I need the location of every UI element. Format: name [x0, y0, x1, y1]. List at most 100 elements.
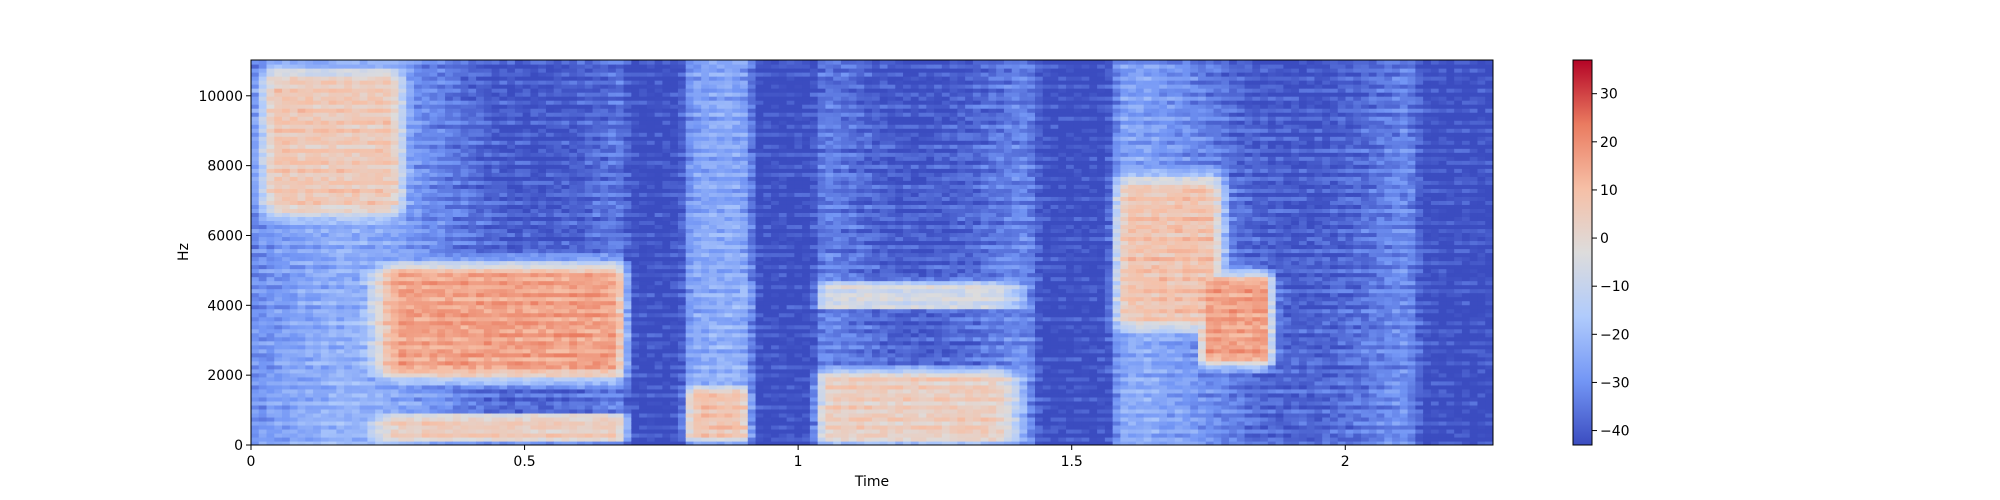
spectrogram-cell [289, 328, 299, 334]
spectrogram-cell [553, 388, 563, 394]
spectrogram-cell [483, 300, 493, 306]
spectrogram-cell [421, 392, 431, 398]
spectrogram-cell [530, 116, 539, 121]
spectrogram-cell [398, 232, 407, 238]
spectrogram-cell [538, 392, 547, 398]
spectrogram-cell [359, 268, 369, 274]
spectrogram-cell [398, 88, 407, 93]
spectrogram-cell [328, 384, 337, 390]
spectrogram-cell [390, 312, 400, 318]
spectrogram-cell [569, 64, 578, 69]
spectrogram-cell [375, 420, 384, 426]
spectrogram-cell [367, 304, 376, 310]
spectrogram-cell [639, 196, 648, 201]
spectrogram-cell [615, 244, 625, 250]
spectrogram-cell [592, 380, 601, 386]
spectrogram-cell [344, 192, 353, 197]
spectrogram-cell [499, 312, 508, 318]
spectrogram-cell [553, 320, 563, 326]
spectrogram-cell [452, 284, 462, 290]
spectrogram-cell [561, 344, 570, 350]
spectrogram-cell [608, 108, 617, 113]
spectrogram-cell [522, 72, 532, 77]
spectrogram-cell [406, 196, 415, 201]
spectrogram-cell [514, 336, 524, 342]
spectrogram-cell [530, 404, 539, 410]
spectrogram-cell [289, 416, 299, 422]
spectrogram-cell [631, 176, 640, 181]
spectrogram-cell [313, 116, 322, 121]
spectrogram-cell [483, 328, 493, 334]
spectrogram-cell [274, 240, 283, 246]
spectrogram-cell [530, 244, 539, 250]
spectrogram-cell [274, 116, 283, 121]
spectrogram-cell [468, 244, 477, 250]
spectrogram-cell [406, 104, 415, 109]
spectrogram-cell [468, 316, 477, 322]
spectrogram-cell [600, 328, 609, 334]
spectrogram-cell [305, 416, 314, 422]
spectrogram-cell [382, 172, 392, 177]
spectrogram-cell [351, 324, 361, 330]
spectrogram-cell [468, 268, 477, 274]
spectrogram-cell [305, 264, 314, 270]
spectrogram-cell [639, 436, 648, 442]
spectrogram-cell [266, 208, 275, 213]
spectrogram-cell [445, 364, 454, 370]
spectrogram-cell [553, 316, 563, 322]
spectrogram-cell [608, 204, 617, 209]
spectrogram-cell [553, 232, 563, 238]
spectrogram-cell [522, 228, 532, 234]
spectrogram-cell [282, 260, 291, 266]
spectrogram-cell [367, 344, 376, 350]
spectrogram-cell [615, 160, 625, 165]
spectrogram-cell [623, 140, 632, 145]
spectrogram-cell [514, 304, 524, 310]
spectrogram-cell [608, 428, 617, 434]
spectrogram-cell [445, 84, 454, 89]
spectrogram-cell [344, 392, 353, 398]
spectrogram-cell [390, 288, 400, 294]
spectrogram-cell [351, 308, 361, 314]
spectrogram-cell [359, 232, 369, 238]
spectrogram-cell [382, 180, 392, 185]
spectrogram-cell [584, 160, 594, 165]
spectrogram-cell [491, 92, 500, 97]
spectrogram-cell [452, 320, 462, 326]
spectrogram-cell [305, 432, 314, 438]
spectrogram-cell [460, 416, 469, 422]
spectrogram-cell [545, 440, 555, 445]
spectrogram-cell [382, 396, 392, 402]
spectrogram-cell [452, 400, 462, 406]
spectrogram-cell [390, 212, 400, 218]
spectrogram-cell [313, 300, 322, 306]
spectrogram-cell [631, 432, 640, 438]
spectrogram-cell [258, 272, 268, 278]
spectrogram-cell [491, 312, 500, 318]
spectrogram-cell [375, 236, 384, 242]
spectrogram-cell [600, 284, 609, 290]
spectrogram-cell [320, 256, 330, 262]
spectrogram-cell [553, 124, 563, 129]
spectrogram-cell [313, 356, 322, 362]
spectrogram-cell [251, 284, 260, 290]
spectrogram-cell [623, 328, 632, 334]
spectrogram-cell [305, 424, 314, 430]
spectrogram-cell [468, 360, 477, 366]
spectrogram-cell [522, 96, 532, 101]
spectrogram-cell [468, 132, 477, 137]
spectrogram-cell [313, 392, 322, 398]
spectrogram-cell [499, 88, 508, 93]
spectrogram-cell [476, 92, 485, 97]
spectrogram-cell [274, 208, 283, 213]
spectrogram-cell [305, 92, 314, 97]
spectrogram-cell [258, 340, 268, 346]
spectrogram-cell [600, 152, 609, 157]
spectrogram-cell [336, 156, 345, 161]
spectrogram-cell [359, 180, 369, 185]
spectrogram-cell [468, 304, 477, 310]
spectrogram-cell [282, 304, 291, 310]
spectrogram-cell [351, 320, 361, 326]
spectrogram-cell [561, 108, 570, 113]
spectrogram-cell [421, 400, 431, 406]
